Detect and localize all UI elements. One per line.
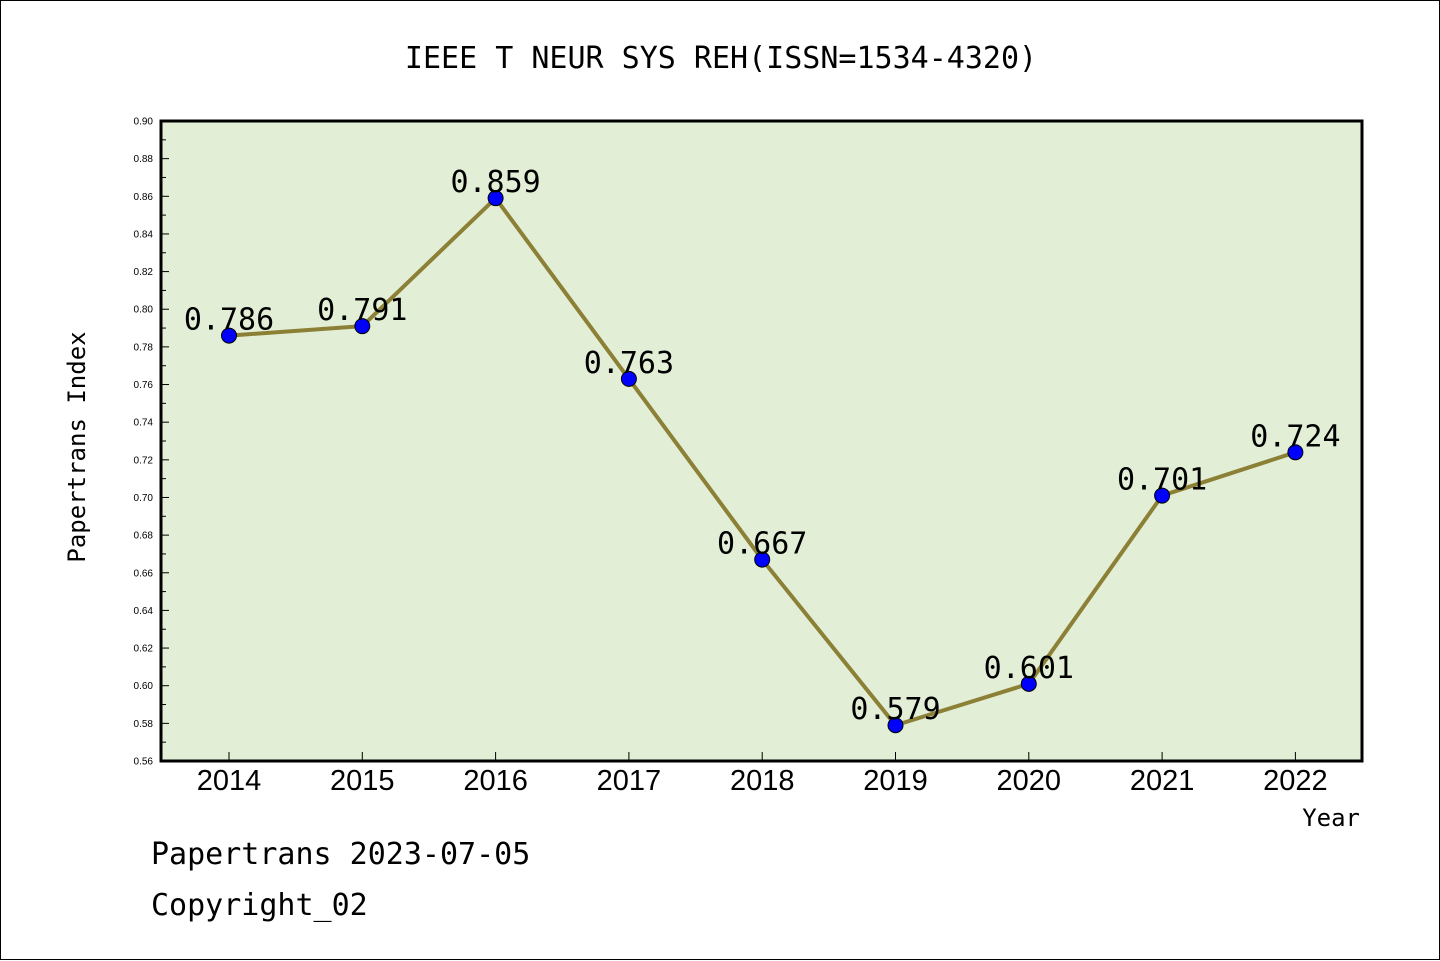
x-tick-label: 2019 xyxy=(863,765,928,797)
y-axis-label: Papertrans Index xyxy=(63,331,91,562)
data-point-marker xyxy=(887,717,904,734)
data-point-marker xyxy=(1287,444,1304,461)
series-line-segment xyxy=(1160,450,1298,498)
y-tick-label: 0.88 xyxy=(134,154,154,165)
y-tick-label: 0.64 xyxy=(134,606,154,617)
series-markers xyxy=(221,190,1304,734)
plot-border xyxy=(159,119,1364,763)
x-tick-label: 2020 xyxy=(997,765,1062,797)
y-tick-label: 0.90 xyxy=(134,117,154,128)
data-point-label: 0.791 xyxy=(317,293,407,328)
y-tick-label: 0.60 xyxy=(134,681,154,692)
data-point-marker xyxy=(620,370,637,387)
series-line-segment xyxy=(227,324,365,338)
data-point-label: 0.763 xyxy=(584,346,674,381)
x-tick-label: 2017 xyxy=(597,765,662,797)
x-tick-label: 2014 xyxy=(197,765,262,797)
y-tick-label: 0.76 xyxy=(134,380,154,391)
y-tick-label: 0.58 xyxy=(134,719,154,730)
data-point-label: 0.786 xyxy=(184,303,274,338)
data-point-marker xyxy=(487,190,504,207)
y-tick-label: 0.62 xyxy=(134,644,154,655)
data-point-label: 0.601 xyxy=(984,651,1074,686)
x-tick-label: 2015 xyxy=(330,765,395,797)
series-line-segment xyxy=(1026,493,1165,686)
y-tick-label: 0.84 xyxy=(134,229,154,240)
y-tick-label: 0.70 xyxy=(134,493,154,504)
data-point-marker xyxy=(354,318,371,335)
data-labels: 0.786 0.791 0.859 0.763 0.667 0.579 0.601 0.701… xyxy=(184,165,1341,727)
y-tick-label: 0.66 xyxy=(134,568,154,579)
footer-copyright-line: Copyright_02 xyxy=(151,888,368,923)
y-tick-label: 0.86 xyxy=(134,192,154,203)
y-tick-label: 0.74 xyxy=(134,418,154,429)
data-point-marker xyxy=(1154,487,1171,504)
data-point-label: 0.701 xyxy=(1117,463,1207,498)
series-line-segment xyxy=(893,681,1031,728)
data-point-label: 0.724 xyxy=(1250,419,1340,454)
data-point-marker xyxy=(1020,675,1037,692)
y-tick-label: 0.80 xyxy=(134,305,154,316)
y-tick-label: 0.72 xyxy=(134,455,154,466)
data-point-label: 0.579 xyxy=(850,692,940,727)
footer-date-line: Papertrans 2023-07-05 xyxy=(151,837,530,872)
data-point-marker xyxy=(754,551,771,568)
x-tick-label: 2022 xyxy=(1263,765,1328,797)
series-lines xyxy=(227,196,1298,728)
y-tick-label: 0.78 xyxy=(134,342,154,353)
x-tick-label: 2021 xyxy=(1130,765,1195,797)
y-tick-label: 0.56 xyxy=(134,757,154,768)
series-line-segment xyxy=(360,196,498,329)
x-tick-label: 2018 xyxy=(730,765,795,797)
data-point-marker xyxy=(221,327,237,344)
plot-area xyxy=(161,121,1362,761)
chart-title: IEEE T NEUR SYS REH(ISSN=1534-4320) xyxy=(405,41,1037,76)
y-tick-label: 0.68 xyxy=(134,531,154,542)
series-line-segment xyxy=(493,196,631,381)
x-axis-label: Year xyxy=(1302,804,1360,832)
data-point-label: 0.667 xyxy=(717,527,807,562)
y-tick-label: 0.82 xyxy=(134,267,154,278)
series-line-segment xyxy=(626,376,765,562)
x-axis-tick-labels: 2014 2015 2016 2017 2018 2019 2020 2021 2022 xyxy=(197,765,1328,797)
data-point-label: 0.859 xyxy=(450,165,540,200)
x-tick-label: 2016 xyxy=(463,765,528,797)
y-axis-tick-labels: 0.56 0.58 0.60 0.62 0.64 0.66 0.68 0.70 0.72 0.74… xyxy=(134,117,154,768)
series-line-segment xyxy=(760,557,898,728)
